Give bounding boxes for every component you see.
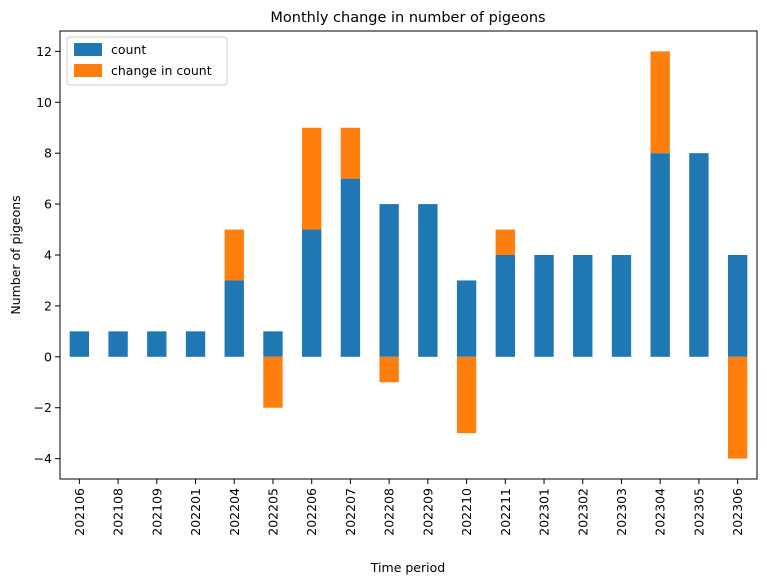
x-tick-label: 202301 <box>537 488 552 536</box>
x-tick-label: 202211 <box>498 488 513 536</box>
x-tick-label: 202209 <box>420 488 435 536</box>
plot-frame <box>59 30 758 480</box>
x-axis: 202106 202108 202109 202201 202204 202205 2022… <box>72 479 745 536</box>
legend-swatch-count <box>74 43 102 56</box>
legend-label-count: count <box>111 42 146 57</box>
x-tick-label: 202106 <box>72 488 87 536</box>
x-tick-label: 202306 <box>730 488 745 536</box>
x-tick-label: 202204 <box>227 488 242 536</box>
y-tick-label: −4 <box>34 451 52 466</box>
bar-change-in-count-202207 <box>340 127 361 179</box>
x-tick-label: 202302 <box>575 488 590 536</box>
y-axis-label: Number of pigeons <box>8 195 23 314</box>
x-tick-label: 202206 <box>304 488 319 536</box>
y-tick-label: 0 <box>44 349 52 364</box>
bar-count-202204 <box>224 280 244 357</box>
x-tick-label: 202208 <box>382 488 397 536</box>
x-tick-label: 202210 <box>459 488 474 536</box>
y-tick-label: 4 <box>44 248 52 263</box>
bar-count-202207 <box>340 178 361 357</box>
bar-count-202109 <box>147 331 167 357</box>
bar-count-202210 <box>456 280 477 357</box>
y-tick-label: 12 <box>36 44 52 59</box>
bar-change-in-count-202304 <box>650 51 670 154</box>
y-tick-label: 10 <box>36 95 52 110</box>
x-tick-label: 202109 <box>149 488 164 536</box>
bar-count-202302 <box>573 255 593 357</box>
x-tick-label: 202201 <box>188 488 203 536</box>
x-tick-label: 202205 <box>265 488 280 536</box>
bar-change-in-count-202210 <box>456 356 477 434</box>
bar-change-in-count-202208 <box>379 356 399 383</box>
y-tick-label: 8 <box>44 146 52 161</box>
legend-swatch-change-in-count <box>74 64 102 77</box>
bar-change-in-count-202205 <box>263 356 283 408</box>
bar-change-in-count-202211 <box>495 229 515 255</box>
bar-count-202211 <box>495 255 515 357</box>
bars-group <box>69 51 748 459</box>
bar-change-in-count-202206 <box>302 127 322 230</box>
bar-count-202306 <box>727 255 748 357</box>
y-axis: −4 −2 0 2 4 6 8 10 12 <box>34 44 60 466</box>
chart-title: Monthly change in number of pigeons <box>270 10 545 26</box>
bar-count-202205 <box>263 331 283 357</box>
legend-box <box>66 36 228 86</box>
legend: count change in count <box>66 36 228 86</box>
legend-label-change-in-count: change in count <box>111 63 212 78</box>
x-tick-label: 202304 <box>653 488 668 536</box>
bar-change-in-count-202306 <box>727 356 748 459</box>
bar-count-202106 <box>69 331 90 357</box>
bar-count-202201 <box>185 331 206 357</box>
y-tick-label: 2 <box>44 298 52 313</box>
bar-count-202301 <box>534 255 554 357</box>
y-tick-label: 6 <box>44 197 52 212</box>
x-tick-label: 202108 <box>111 488 126 536</box>
x-tick-label: 202207 <box>343 488 358 536</box>
bar-count-202304 <box>650 153 670 357</box>
bar-count-202209 <box>418 204 438 357</box>
x-axis-label: Time period <box>370 560 445 575</box>
bar-count-202108 <box>108 331 128 357</box>
bar-count-202206 <box>302 229 322 357</box>
x-tick-label: 202305 <box>691 488 706 536</box>
x-tick-label: 202303 <box>614 488 629 536</box>
y-tick-label: −2 <box>34 400 52 415</box>
bar-change-in-count-202204 <box>224 229 244 281</box>
bar-count-202303 <box>611 255 632 357</box>
bar-count-202208 <box>379 204 399 357</box>
bar-count-202305 <box>689 153 709 357</box>
